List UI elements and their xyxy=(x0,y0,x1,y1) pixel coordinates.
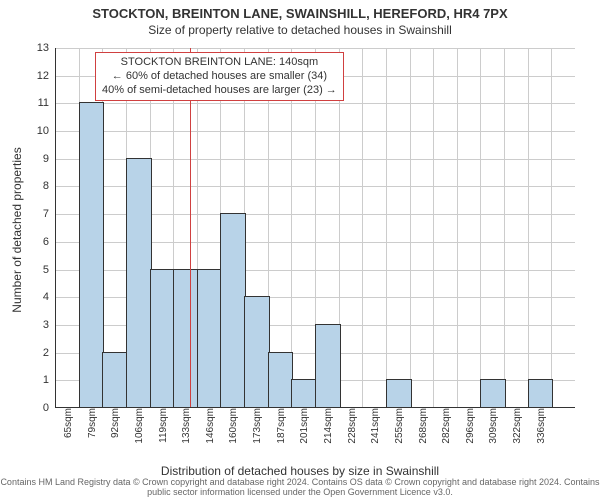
y-tick-label: 13 xyxy=(37,42,55,54)
bar xyxy=(150,269,176,408)
grid-line-v xyxy=(528,48,529,408)
y-tick-label: 3 xyxy=(43,319,55,331)
y-axis-line xyxy=(55,48,56,408)
bar xyxy=(126,158,152,408)
x-tick-label: 241sqm xyxy=(366,408,381,444)
x-tick-label: 106sqm xyxy=(130,408,145,444)
chart-title-sub: Size of property relative to detached ho… xyxy=(0,21,600,37)
x-tick-label: 187sqm xyxy=(272,408,287,444)
annotation-line: STOCKTON BREINTON LANE: 140sqm xyxy=(102,56,337,70)
y-tick-label: 7 xyxy=(43,208,55,220)
grid-line-v xyxy=(410,48,411,408)
x-tick-label: 160sqm xyxy=(224,408,239,444)
annotation-box: STOCKTON BREINTON LANE: 140sqm← 60% of d… xyxy=(95,52,344,101)
bar xyxy=(528,379,554,408)
x-tick-label: 296sqm xyxy=(461,408,476,444)
x-tick-label: 336sqm xyxy=(532,408,547,444)
bar xyxy=(244,296,270,408)
grid-line-v xyxy=(480,48,481,408)
x-tick-label: 228sqm xyxy=(343,408,358,444)
bar xyxy=(102,352,128,408)
bar xyxy=(268,352,294,408)
annotation-line: ← 60% of detached houses are smaller (34… xyxy=(102,70,337,84)
x-tick-label: 255sqm xyxy=(390,408,405,444)
plot-area: 01234567891011121365sqm79sqm92sqm106sqm1… xyxy=(55,48,575,408)
y-tick-label: 2 xyxy=(43,347,55,359)
bar xyxy=(386,379,412,408)
x-tick-label: 309sqm xyxy=(484,408,499,444)
grid-line-v xyxy=(433,48,434,408)
x-tick-label: 79sqm xyxy=(83,408,98,438)
y-tick-label: 11 xyxy=(38,97,55,109)
grid-line-v xyxy=(362,48,363,408)
grid-line-v xyxy=(504,48,505,408)
chart-container: STOCKTON, BREINTON LANE, SWAINSHILL, HER… xyxy=(0,0,600,500)
y-tick-label: 9 xyxy=(43,153,55,165)
x-tick-label: 146sqm xyxy=(201,408,216,444)
y-axis-label: Number of detached properties xyxy=(10,147,24,312)
grid-line-v xyxy=(457,48,458,408)
x-tick-label: 173sqm xyxy=(248,408,263,444)
grid-line-v xyxy=(386,48,387,408)
footer-text: Contains HM Land Registry data © Crown c… xyxy=(0,477,600,497)
x-tick-label: 268sqm xyxy=(414,408,429,444)
x-axis-line xyxy=(55,407,575,408)
bar xyxy=(173,269,199,408)
y-tick-label: 1 xyxy=(43,374,55,386)
x-tick-label: 282sqm xyxy=(437,408,452,444)
x-axis-label: Distribution of detached houses by size … xyxy=(0,464,600,478)
x-tick-label: 119sqm xyxy=(154,408,169,443)
grid-line-v xyxy=(551,48,552,408)
y-tick-label: 5 xyxy=(43,264,55,276)
y-tick-label: 8 xyxy=(43,180,55,192)
x-tick-label: 201sqm xyxy=(295,408,310,444)
y-tick-label: 0 xyxy=(43,402,55,414)
x-tick-label: 322sqm xyxy=(508,408,523,444)
x-tick-label: 65sqm xyxy=(59,408,74,438)
x-tick-label: 133sqm xyxy=(177,408,192,444)
y-tick-label: 4 xyxy=(43,291,55,303)
x-tick-label: 214sqm xyxy=(319,408,334,444)
chart-title-main: STOCKTON, BREINTON LANE, SWAINSHILL, HER… xyxy=(0,0,600,21)
y-tick-label: 10 xyxy=(37,125,55,137)
bar xyxy=(79,102,105,408)
bar xyxy=(197,269,223,408)
x-tick-label: 92sqm xyxy=(106,408,121,438)
bar xyxy=(291,379,317,408)
annotation-line: 40% of semi-detached houses are larger (… xyxy=(102,84,337,98)
y-tick-label: 12 xyxy=(37,70,55,82)
bar xyxy=(315,324,341,408)
reference-line xyxy=(190,48,191,408)
y-tick-label: 6 xyxy=(43,236,55,248)
bar xyxy=(220,213,246,408)
bar xyxy=(480,379,506,408)
